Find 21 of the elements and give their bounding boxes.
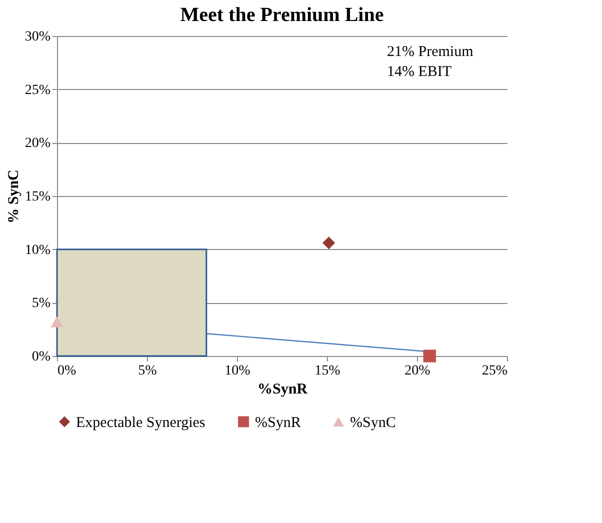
chart-title: Meet the Premium Line [180,4,384,26]
x-tick-label: 5% [138,364,158,378]
x-tick-label: 0% [58,364,76,378]
x-tick-label: 25% [482,364,508,378]
x-tick-label: 10% [224,364,251,378]
y-tick-label: 20% [24,136,51,152]
x-tick-label: 15% [314,364,341,378]
y-tick-label: 5% [32,296,51,312]
annotation: 21% Premium [387,44,474,60]
y-axis-title: % SynC [6,170,22,224]
x-axis-title: %SynR [257,382,308,398]
y-tick-label: 30% [24,30,51,44]
y-tick-label: 0% [32,350,51,364]
legend-label: %SynC [350,414,396,431]
y-tick-label: 25% [24,82,51,98]
legend-label: Expectable Synergies [76,414,206,431]
x-tick-label: 20% [404,364,431,378]
y-tick-label: 15% [24,190,51,204]
legend-label: %SynR [255,414,301,431]
annotation: 14% EBIT [387,64,452,80]
y-tick-label: 10% [24,242,51,258]
